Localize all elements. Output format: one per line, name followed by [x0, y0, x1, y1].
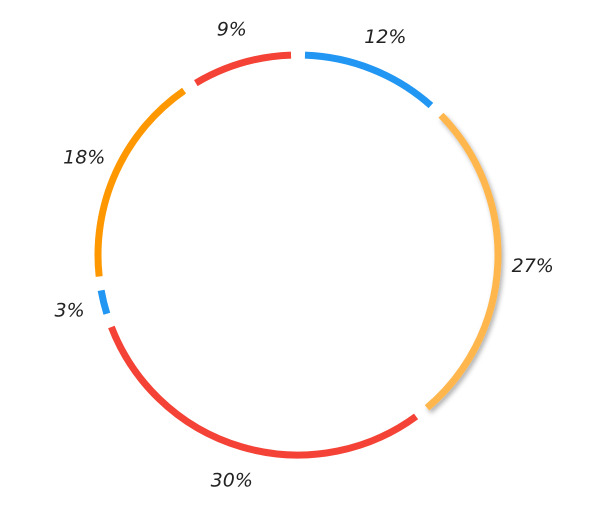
- slice-label-2: 30%: [211, 469, 253, 491]
- slice-arc-3: [97, 289, 111, 315]
- slice-label-0: 12%: [364, 26, 406, 48]
- slice-arcs: [94, 51, 502, 459]
- slice-label-4: 18%: [63, 146, 105, 168]
- slice-arc-1: [424, 112, 502, 411]
- slice-arc-5: [194, 51, 292, 87]
- slice-labels: 12% 27% 30% 3% 18% 9%: [55, 19, 554, 492]
- slice-arc-0: [304, 51, 434, 109]
- slice-label-5: 9%: [217, 19, 247, 41]
- slice-arc-4: [94, 87, 187, 277]
- slice-label-3: 3%: [55, 299, 85, 321]
- slice-label-1: 27%: [512, 255, 554, 277]
- slice-arc-2: [108, 325, 419, 459]
